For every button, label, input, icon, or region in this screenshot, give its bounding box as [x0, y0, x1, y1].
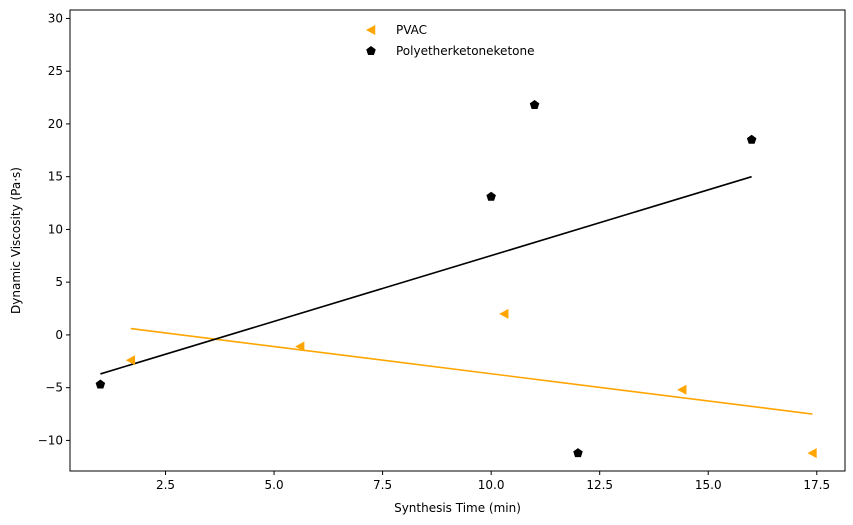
y-tick-label: 5 [55, 275, 63, 289]
point-polyetherketoneketone-3 [573, 448, 583, 458]
y-tick-label: 25 [48, 64, 63, 78]
point-pvac-4 [807, 448, 817, 459]
trend-lines [100, 175, 813, 415]
point-pvac-3 [677, 384, 687, 395]
x-axis-ticks: 2.5 5.0 7.5 10.0 12.5 15.0 17.5 [156, 471, 830, 492]
legend-label-polyetherketoneketone: Polyetherketoneketone [396, 44, 534, 58]
plot-frame [69, 9, 846, 472]
legend-marker-pvac [366, 25, 376, 35]
point-polyetherketoneketone-0 [95, 379, 106, 389]
y-tick-label: 15 [48, 170, 63, 184]
y-axis-title: Dynamic Viscosity (Pa·s) [9, 167, 23, 314]
x-tick-label: 5.0 [265, 478, 284, 492]
y-tick-label: 10 [48, 222, 63, 236]
point-pvac-2 [499, 308, 509, 319]
x-tick-label: 2.5 [156, 478, 175, 492]
x-tick-label: 7.5 [373, 478, 392, 492]
x-tick-label: 15.0 [695, 478, 722, 492]
point-polyetherketoneketone-1 [486, 191, 496, 201]
legend: PVAC Polyetherketoneketone [366, 23, 534, 58]
point-polyetherketoneketone-2 [529, 99, 540, 109]
point-pvac-1 [295, 341, 305, 352]
y-tick-label: 0 [55, 328, 63, 342]
legend-label-pvac: PVAC [396, 23, 427, 37]
x-axis-title: Synthesis Time (min) [394, 501, 521, 515]
legend-marker-polyetherketoneketone [366, 46, 376, 56]
y-tick-label: 20 [48, 117, 63, 131]
legend-item-polyetherketoneketone: Polyetherketoneketone [366, 44, 534, 58]
x-tick-label: 10.0 [478, 478, 505, 492]
y-tick-label: −5 [45, 381, 63, 395]
x-tick-label: 17.5 [803, 478, 830, 492]
trend-line-pvac [130, 327, 813, 415]
y-axis-ticks: −10 −5 0 5 10 15 20 25 30 [38, 11, 70, 447]
y-tick-label: 30 [48, 11, 63, 25]
point-polyetherketoneketone-4 [746, 134, 757, 144]
point-pvac-0 [125, 355, 136, 366]
data-markers [95, 99, 817, 459]
trend-line-polyetherketoneketone [100, 175, 752, 375]
y-tick-label: −10 [38, 433, 63, 447]
x-tick-label: 12.5 [586, 478, 613, 492]
legend-item-pvac: PVAC [366, 23, 427, 37]
